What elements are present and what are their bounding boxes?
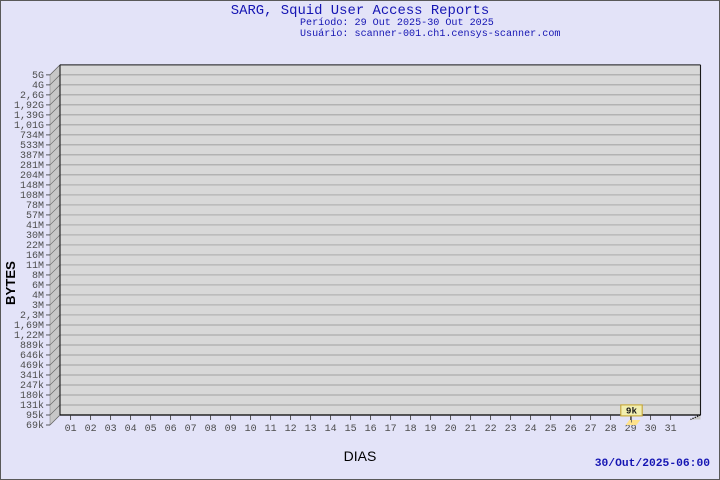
svg-text:23: 23 bbox=[505, 424, 517, 435]
svg-text:15: 15 bbox=[345, 424, 357, 435]
svg-text:11: 11 bbox=[265, 424, 277, 435]
svg-text:13: 13 bbox=[305, 424, 317, 435]
svg-text:04: 04 bbox=[125, 424, 137, 435]
svg-text:31: 31 bbox=[665, 424, 677, 435]
svg-text:24: 24 bbox=[525, 424, 537, 435]
svg-text:01: 01 bbox=[65, 424, 77, 435]
svg-text:29: 29 bbox=[625, 424, 637, 435]
svg-text:21: 21 bbox=[465, 424, 477, 435]
svg-text:9k: 9k bbox=[626, 406, 638, 417]
svg-text:09: 09 bbox=[225, 424, 237, 435]
svg-text:28: 28 bbox=[605, 424, 617, 435]
svg-text:10: 10 bbox=[245, 424, 257, 435]
svg-text:14: 14 bbox=[325, 424, 337, 435]
svg-text:05: 05 bbox=[145, 424, 157, 435]
svg-text:20: 20 bbox=[445, 424, 457, 435]
svg-text:19: 19 bbox=[425, 424, 437, 435]
svg-text:03: 03 bbox=[105, 424, 117, 435]
svg-text:22: 22 bbox=[485, 424, 497, 435]
svg-text:02: 02 bbox=[85, 424, 97, 435]
svg-text:16: 16 bbox=[365, 424, 377, 435]
svg-text:06: 06 bbox=[165, 424, 177, 435]
svg-text:27: 27 bbox=[585, 424, 597, 435]
svg-text:12: 12 bbox=[285, 424, 297, 435]
svg-text:30: 30 bbox=[645, 424, 657, 435]
svg-text:25: 25 bbox=[545, 424, 557, 435]
svg-text:26: 26 bbox=[565, 424, 577, 435]
svg-text:07: 07 bbox=[185, 424, 197, 435]
svg-text:08: 08 bbox=[205, 424, 217, 435]
svg-text:18: 18 bbox=[405, 424, 417, 435]
svg-text:17: 17 bbox=[385, 424, 397, 435]
svg-text:69k: 69k bbox=[26, 420, 44, 432]
